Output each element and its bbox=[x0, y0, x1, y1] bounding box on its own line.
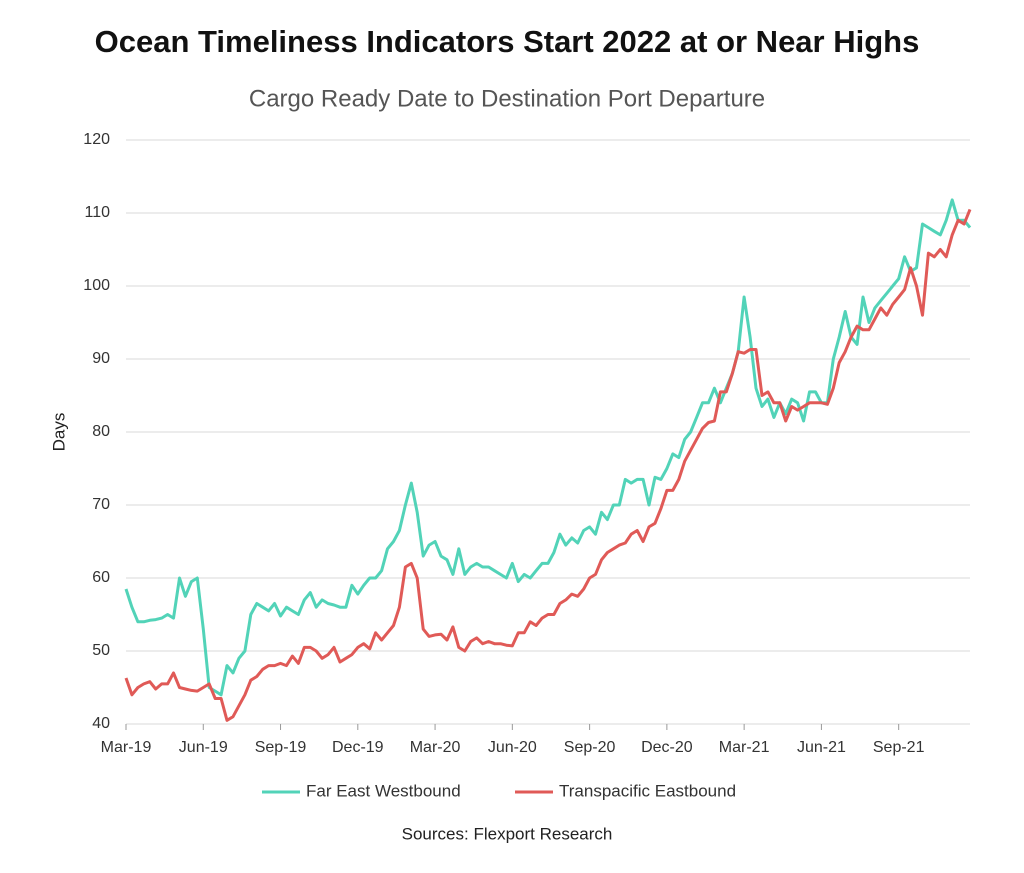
x-tick-label: Jun-21 bbox=[797, 739, 846, 756]
x-tick-label: Sep-19 bbox=[255, 739, 307, 756]
legend-label: Far East Westbound bbox=[306, 781, 461, 800]
series-line bbox=[124, 208, 972, 722]
x-tick-label: Mar-19 bbox=[101, 739, 152, 756]
series-line bbox=[124, 198, 972, 697]
x-tick-label: Sep-21 bbox=[873, 739, 925, 756]
x-tick-label: Sep-20 bbox=[564, 739, 616, 756]
chart-subtitle: Cargo Ready Date to Destination Port Dep… bbox=[249, 85, 765, 112]
source-note: Sources: Flexport Research bbox=[402, 824, 613, 843]
y-axis-label: Days bbox=[49, 413, 68, 452]
x-tick-label: Dec-19 bbox=[332, 739, 384, 756]
x-tick-label: Dec-20 bbox=[641, 739, 693, 756]
y-tick-label: 50 bbox=[92, 642, 110, 659]
y-tick-label: 100 bbox=[83, 277, 110, 294]
y-tick-label: 40 bbox=[92, 715, 110, 732]
x-tick-label: Mar-20 bbox=[410, 739, 461, 756]
x-tick-label: Jun-19 bbox=[179, 739, 228, 756]
y-tick-label: 80 bbox=[92, 423, 110, 440]
x-tick-label: Mar-21 bbox=[719, 739, 770, 756]
y-tick-label: 110 bbox=[84, 204, 110, 221]
y-tick-label: 70 bbox=[92, 496, 110, 513]
y-tick-label: 90 bbox=[92, 350, 110, 367]
x-tick-label: Jun-20 bbox=[488, 739, 537, 756]
y-tick-label: 120 bbox=[83, 131, 110, 148]
y-tick-label: 60 bbox=[92, 569, 110, 586]
legend-label: Transpacific Eastbound bbox=[559, 781, 736, 800]
chart-title: Ocean Timeliness Indicators Start 2022 a… bbox=[95, 24, 920, 59]
